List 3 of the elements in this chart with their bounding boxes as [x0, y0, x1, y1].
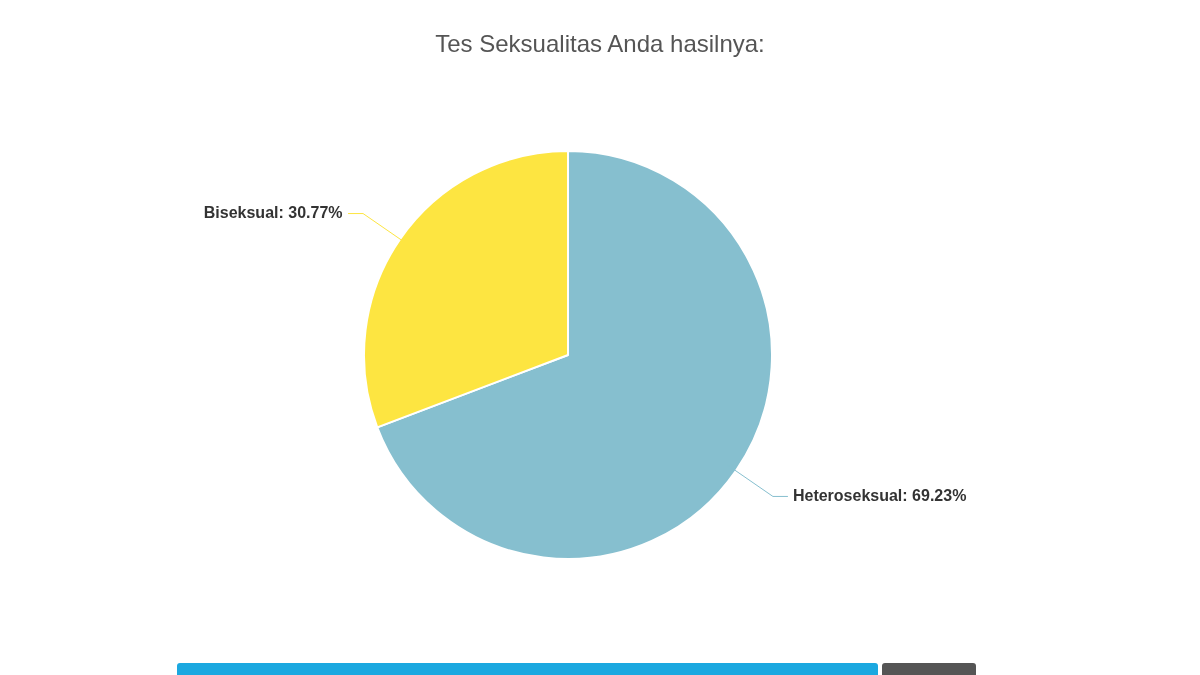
slice-label: Heteroseksual: 69.23%: [792, 486, 967, 504]
slice-label: Biseksual: 30.77%: [203, 203, 343, 221]
chart-title: Tes Seksualitas Anda hasilnya:: [435, 29, 765, 57]
